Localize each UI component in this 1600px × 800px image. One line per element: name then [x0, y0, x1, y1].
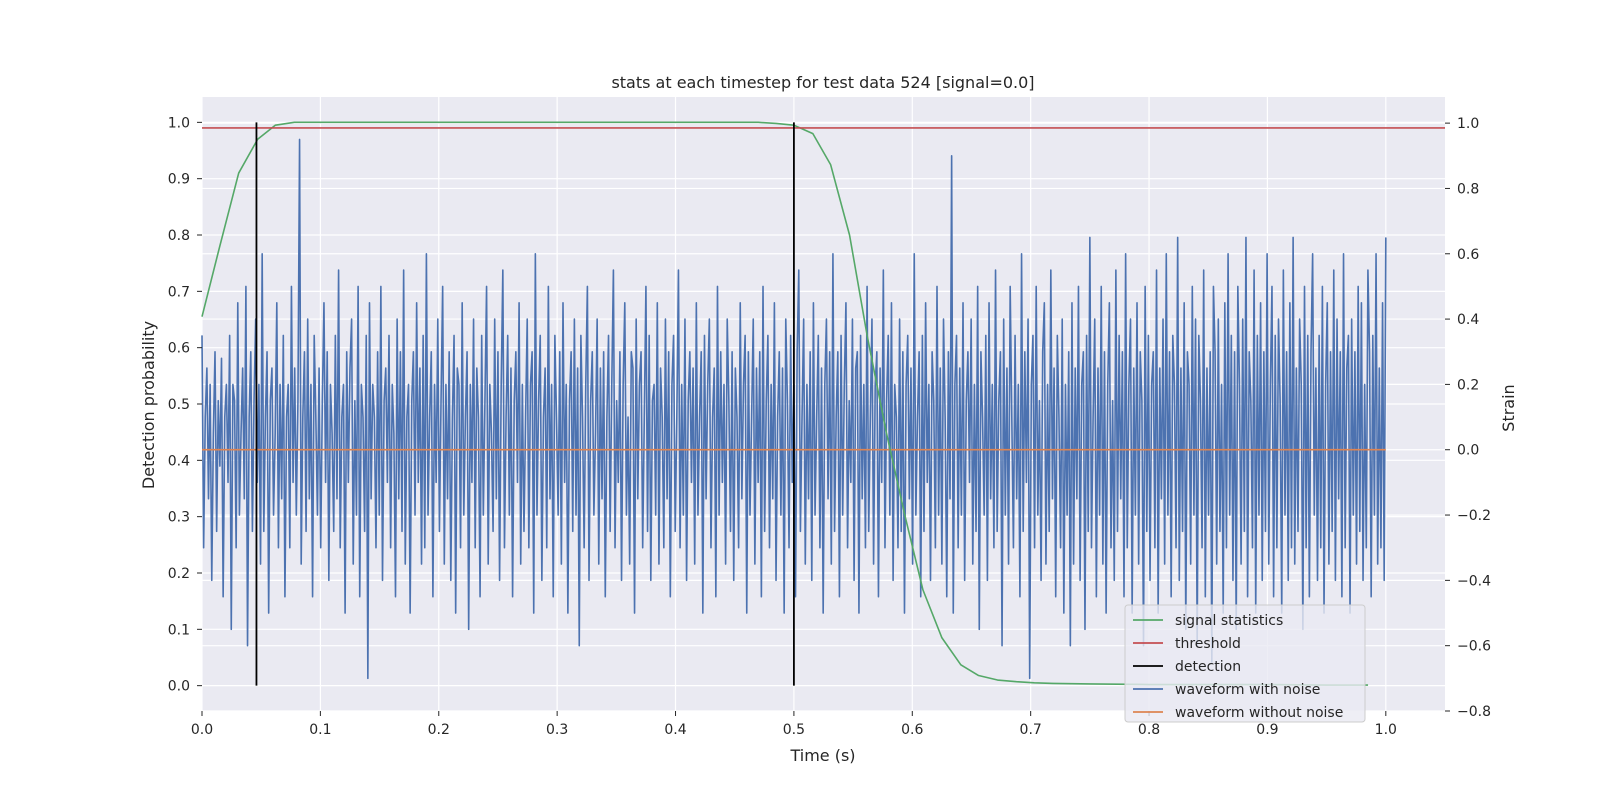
x-tick-label-10: 1.0 [1375, 722, 1397, 738]
y2-tick-label-3: −0.2 [1457, 508, 1491, 524]
legend-box [1124, 604, 1366, 723]
legend-label-2: detection [1175, 659, 1241, 675]
x-axis-label: Time (s) [789, 746, 855, 765]
y2-tick-label-5: 0.2 [1457, 377, 1479, 393]
y2-tick-label-2: −0.4 [1457, 573, 1491, 589]
y2-tick-label-7: 0.6 [1457, 247, 1479, 263]
x-tick-label-2: 0.2 [428, 722, 450, 738]
y-tick-label-0: 0.0 [168, 679, 190, 695]
y-tick-label-8: 0.8 [168, 228, 190, 244]
y2-tick-label-8: 0.8 [1457, 181, 1479, 197]
y-tick-label-7: 0.7 [168, 284, 190, 300]
x-tick-label-7: 0.7 [1020, 722, 1042, 738]
y-axis-ticks: 0.0 0.1 0.2 0.3 0.4 0.5 0.6 0.7 0.8 0.9 1.0 [168, 115, 202, 695]
chart-title: stats at each timestep for test data 524… [611, 73, 1034, 92]
x-tick-label-9: 0.9 [1256, 722, 1278, 738]
y-tick-label-5: 0.5 [168, 397, 190, 413]
series-layer [201, 121, 1445, 686]
x-tick-label-6: 0.6 [901, 722, 923, 738]
legend: signal statistics threshold detection wavef… [1124, 604, 1366, 723]
x-tick-label-3: 0.3 [546, 722, 568, 738]
x-tick-label-5: 0.5 [783, 722, 805, 738]
y-tick-label-6: 0.6 [168, 341, 190, 357]
y2-tick-label-0: −0.8 [1457, 704, 1491, 720]
legend-label-1: threshold [1175, 636, 1241, 652]
x-tick-label-0: 0.0 [191, 722, 213, 738]
y-tick-label-3: 0.3 [168, 510, 190, 526]
y-tick-label-4: 0.4 [168, 453, 190, 469]
y2-tick-label-9: 1.0 [1457, 116, 1479, 132]
y2-axis-label: Strain [1499, 384, 1518, 431]
legend-label-3: waveform with noise [1175, 682, 1320, 698]
x-tick-label-8: 0.8 [1138, 722, 1160, 738]
y2-tick-label-1: −0.6 [1457, 639, 1491, 655]
x-tick-label-4: 0.4 [664, 722, 686, 738]
y-tick-label-10: 1.0 [168, 115, 190, 131]
y-tick-label-1: 0.1 [168, 622, 190, 638]
y-tick-label-2: 0.2 [168, 566, 190, 582]
legend-label-0: signal statistics [1175, 613, 1283, 629]
legend-label-4: waveform without noise [1175, 705, 1343, 721]
y2-tick-label-4: 0.0 [1457, 443, 1479, 459]
x-tick-label-1: 0.1 [309, 722, 331, 738]
y-tick-label-9: 0.9 [168, 172, 190, 188]
y2-tick-label-6: 0.4 [1457, 312, 1479, 328]
x-axis-ticks: 0.0 0.1 0.2 0.3 0.4 0.5 0.6 0.7 0.8 0.9 1.0 [191, 711, 1397, 738]
signal-statistics-line [201, 121, 1369, 686]
y-axis-label: Detection probability [139, 321, 158, 489]
y2-axis-ticks: −0.8 −0.6 −0.4 −0.2 0.0 0.2 0.4 0.6 0.8 1.0 [1445, 116, 1491, 720]
